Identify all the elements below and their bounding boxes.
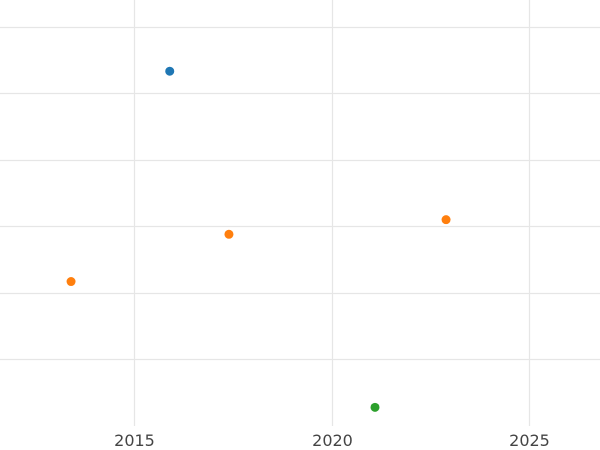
data-points	[66, 66, 451, 412]
data-point-series-2-1	[66, 277, 76, 287]
x-tick-label-2025: 2025	[509, 431, 550, 450]
grid-lines	[0, 0, 600, 426]
x-axis-tick-labels: 2015 2020 2025	[114, 431, 550, 450]
x-tick-label-2015: 2015	[114, 431, 155, 450]
data-point-series-3-1	[370, 402, 380, 412]
data-point-series-2-3	[441, 215, 451, 225]
data-point-series-2-2	[224, 229, 234, 239]
data-point-series-1-1	[165, 66, 175, 76]
x-tick-label-2020: 2020	[312, 431, 353, 450]
